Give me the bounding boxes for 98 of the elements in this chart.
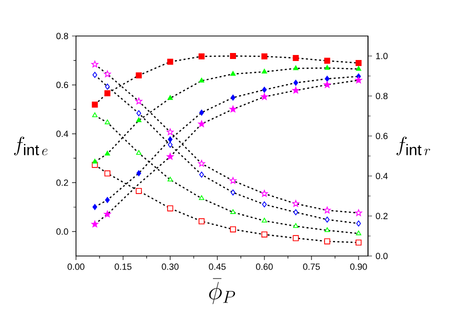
point <box>261 53 268 60</box>
point <box>104 150 110 156</box>
point <box>356 66 362 71</box>
point <box>262 201 267 208</box>
x-tick-label: 0.90 <box>350 264 367 270</box>
point <box>168 142 173 148</box>
point <box>292 86 300 94</box>
point <box>104 70 111 78</box>
y2-tick-label: 0.4 <box>376 172 388 180</box>
point <box>356 60 362 66</box>
point <box>199 172 204 178</box>
y-tick-label: 0.4 <box>56 130 68 137</box>
point <box>356 240 362 246</box>
y2-tick-label: 0.6 <box>376 132 388 140</box>
point <box>199 110 204 116</box>
y-tick-label: 0.2 <box>56 179 68 186</box>
point <box>324 81 331 88</box>
point <box>261 232 268 238</box>
point <box>167 205 174 212</box>
point <box>292 55 299 61</box>
point <box>356 230 362 236</box>
x-tick-label: 0.45 <box>208 264 226 270</box>
point <box>262 68 268 74</box>
y2-tick-label: 0.0 <box>376 252 388 260</box>
point <box>168 95 173 100</box>
point <box>230 71 236 76</box>
point <box>292 235 299 242</box>
point <box>324 58 330 64</box>
point <box>92 158 98 164</box>
point <box>292 200 300 207</box>
point <box>230 177 236 184</box>
point <box>92 72 98 78</box>
point <box>260 190 268 197</box>
point <box>324 216 330 223</box>
x-tick-label: 0.75 <box>303 264 320 270</box>
y-tick-label: 0.8 <box>56 32 68 40</box>
point <box>230 53 236 59</box>
point <box>104 210 111 218</box>
point <box>92 112 98 118</box>
point <box>198 78 204 82</box>
point <box>198 160 206 167</box>
point <box>135 98 142 104</box>
y2-axis-title: $f_{\mathrm{int}\,r}$ <box>396 136 430 156</box>
point <box>230 226 236 232</box>
point <box>136 110 142 116</box>
x-tick-label: 0.15 <box>114 264 132 270</box>
point <box>293 65 298 70</box>
point <box>104 90 110 96</box>
point <box>136 150 142 155</box>
point <box>324 238 330 244</box>
point <box>293 80 298 86</box>
point <box>262 86 267 93</box>
point <box>293 209 298 216</box>
point <box>166 152 174 160</box>
point <box>167 58 174 65</box>
point <box>355 209 362 216</box>
y-tick-label: 0.0 <box>56 228 68 235</box>
point <box>105 84 110 90</box>
point <box>324 206 331 214</box>
x-tick-label: 0.00 <box>68 264 84 270</box>
point <box>168 136 173 142</box>
y-tick-label: 0.6 <box>56 82 68 88</box>
point <box>324 76 330 82</box>
point <box>324 227 330 232</box>
point <box>105 197 110 203</box>
point <box>198 218 205 224</box>
y2-tick-label: 1.0 <box>376 52 388 60</box>
point <box>230 209 236 214</box>
point <box>262 218 268 222</box>
point <box>168 176 173 182</box>
point <box>198 195 204 200</box>
point <box>198 53 205 60</box>
point <box>293 223 298 228</box>
x-axis-title: $\bar{\phi}_P$ <box>209 278 236 304</box>
y-axis-title: $f_{\mathrm{int}\,e}$ <box>14 136 48 156</box>
point <box>355 76 362 84</box>
point <box>136 170 142 176</box>
point <box>104 120 110 124</box>
point <box>91 220 98 228</box>
point <box>230 94 236 101</box>
point <box>260 93 268 100</box>
point <box>166 128 174 136</box>
point <box>356 220 361 226</box>
y2-tick-label: 0.2 <box>376 212 388 220</box>
x-tick-label: 0.60 <box>256 264 273 270</box>
point <box>230 106 236 112</box>
y2-tick-label: 0.8 <box>376 92 388 100</box>
point <box>230 189 236 196</box>
point <box>92 204 98 210</box>
point <box>92 102 98 108</box>
point <box>136 188 142 194</box>
point <box>91 60 98 68</box>
point <box>198 120 206 128</box>
point <box>104 170 110 176</box>
point <box>136 117 142 122</box>
point <box>324 65 330 70</box>
point <box>136 72 142 78</box>
x-tick-label: 0.30 <box>162 264 179 270</box>
